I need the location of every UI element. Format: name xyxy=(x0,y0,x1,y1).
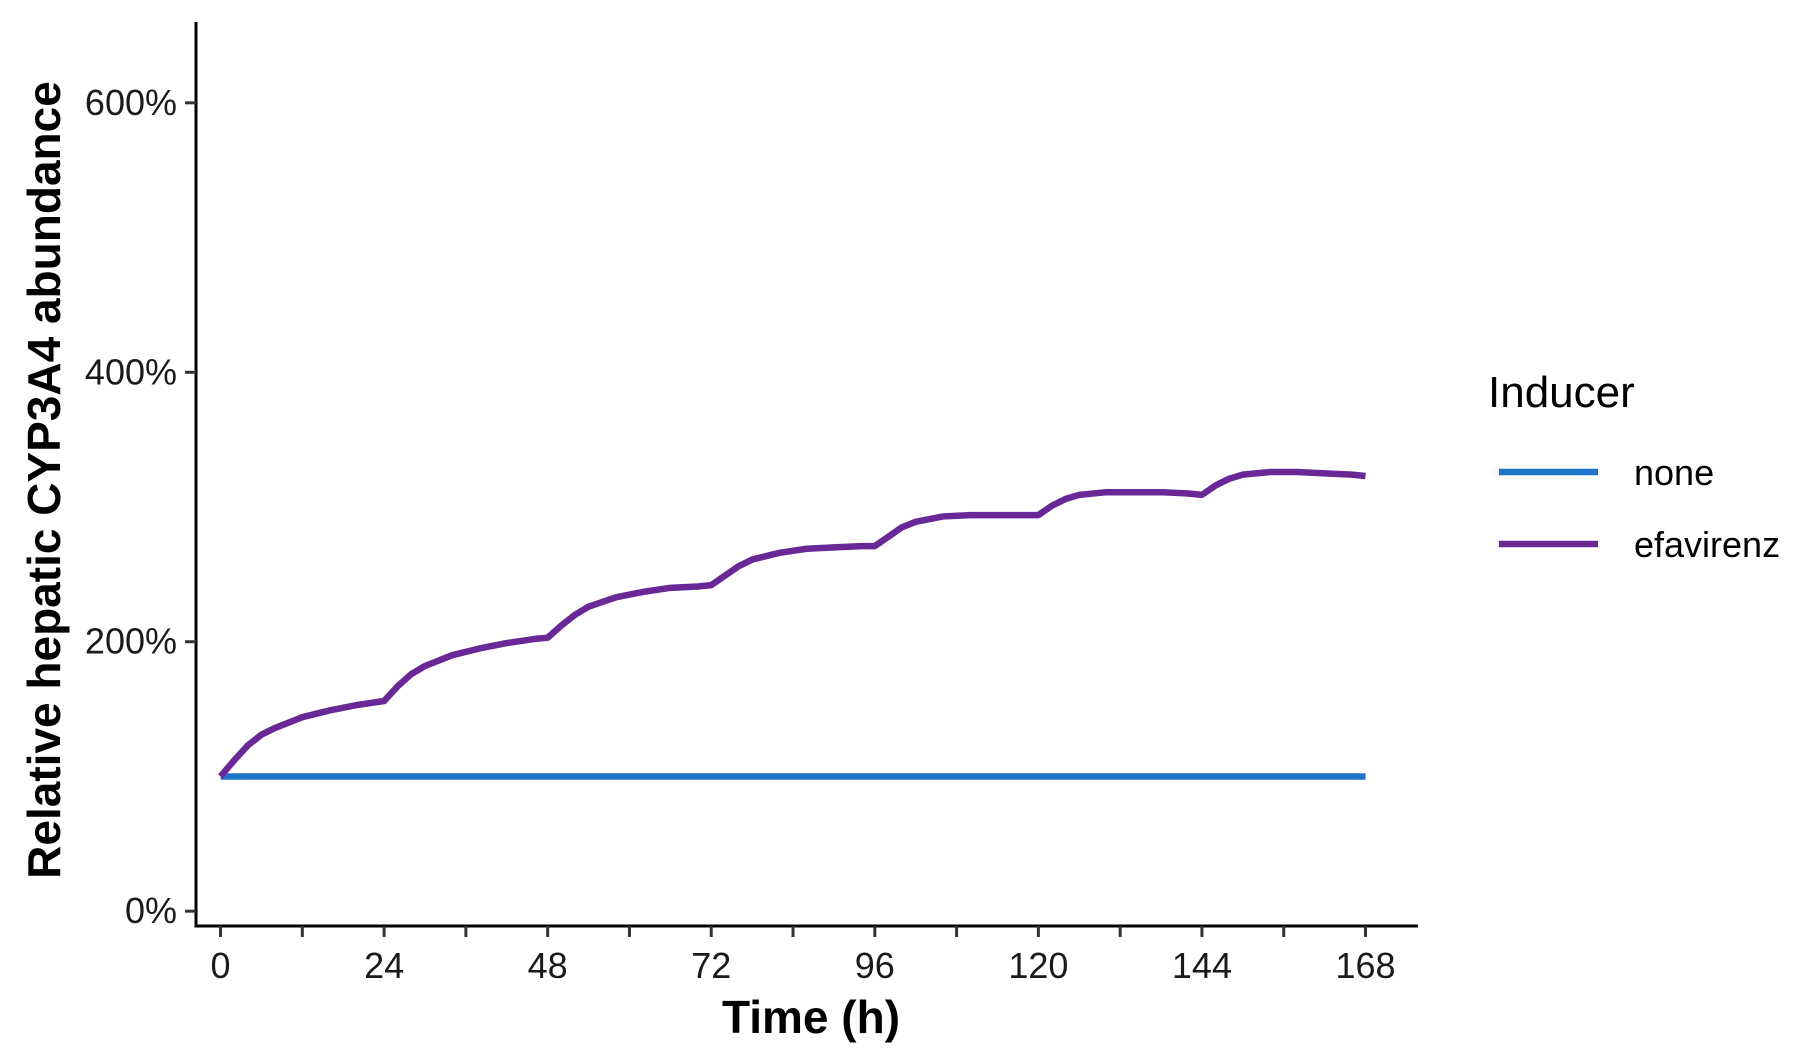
x-tick-label: 144 xyxy=(1172,945,1232,986)
y-tick-label: 600% xyxy=(85,82,177,123)
x-tick-label: 48 xyxy=(528,945,568,986)
x-tick-label: 168 xyxy=(1335,945,1395,986)
legend-title: Inducer xyxy=(1488,368,1635,417)
y-ticks: 0% 200% 400% 600% xyxy=(85,82,196,931)
plot-area xyxy=(218,468,1366,780)
y-tick-label: 200% xyxy=(85,621,177,662)
y-tick-label: 0% xyxy=(125,890,177,931)
y-axis-title: Relative hepatic CYP3A4 abundance xyxy=(18,81,70,879)
legend-label-efavirenz: efavirenz xyxy=(1634,524,1780,565)
legend-label-none: none xyxy=(1634,452,1714,493)
legend: Inducer none efavirenz xyxy=(1488,368,1780,565)
x-axis-title: Time (h) xyxy=(722,991,900,1043)
x-tick-label: 24 xyxy=(364,945,404,986)
legend-items: none efavirenz xyxy=(1499,452,1780,565)
x-tick-label: 96 xyxy=(855,945,895,986)
x-tick-label: 72 xyxy=(691,945,731,986)
series-line-efavirenz xyxy=(218,468,1366,779)
x-tick-label: 120 xyxy=(1008,945,1068,986)
x-ticks: 0 24 48 72 96 120 144 168 xyxy=(211,926,1396,986)
y-tick-label: 400% xyxy=(85,351,177,392)
x-tick-label: 0 xyxy=(211,945,231,986)
axes: 0% 200% 400% 600% 0 24 48 72 96 120 144 168 xyxy=(85,22,1418,986)
